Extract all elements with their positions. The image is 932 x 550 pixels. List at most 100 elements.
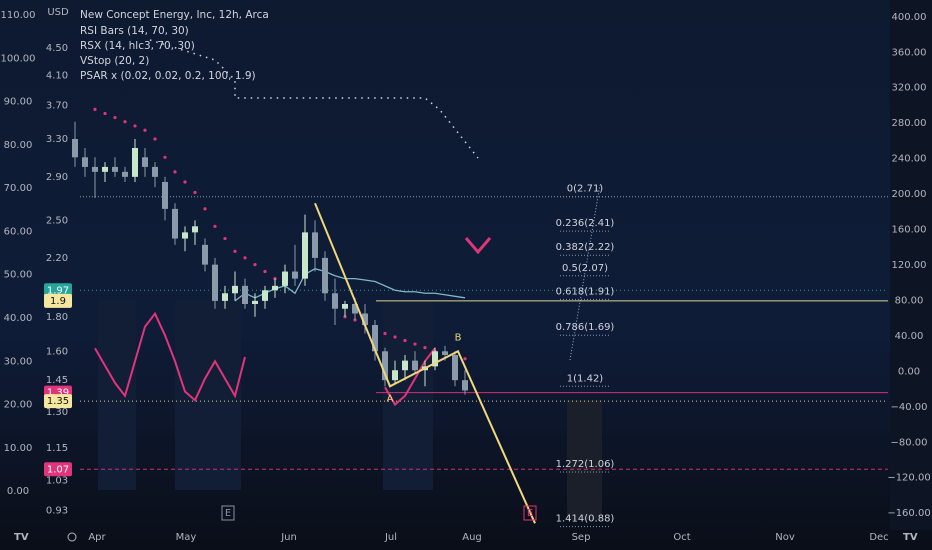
tick-label: −120.00 (887, 473, 930, 484)
rsi-zone (98, 300, 136, 490)
tick-label: 4.10 (46, 70, 68, 81)
price-badge-label: 1.9 (50, 296, 66, 307)
tick-label: 60.00 (4, 226, 33, 237)
psar-dot (183, 180, 187, 184)
x-tick-label: Dec (869, 532, 888, 543)
legend-item: RSI Bars (14, 70, 30) (80, 25, 189, 37)
tick-label: 20.00 (4, 400, 33, 411)
tick-label: 100.00 (1, 53, 36, 64)
x-tick-label: Aug (462, 532, 482, 543)
psar-dot (133, 124, 137, 128)
candle-body (302, 232, 308, 279)
tick-label: 2.20 (46, 253, 68, 264)
candle-body (332, 293, 338, 309)
tick-label: 160.00 (892, 225, 927, 236)
tick-label: 0.00 (898, 366, 920, 377)
candle-body (372, 325, 378, 352)
legend-item: PSAR x (0.02, 0.02, 0.2, 100, 1.9) (80, 70, 256, 82)
tick-label: 40.00 (895, 331, 924, 342)
tick-label: 10.00 (4, 443, 33, 454)
psar-dot (393, 335, 397, 339)
settings-icon[interactable] (67, 532, 77, 542)
tick-label: 80.00 (895, 295, 924, 306)
price-badge-label: 1.35 (47, 396, 69, 407)
tick-label: 4.50 (46, 43, 68, 54)
candle-body (122, 171, 128, 177)
fib-label: 1(1.42) (567, 373, 604, 384)
chevron (464, 237, 492, 255)
tick-label: 360.00 (892, 47, 927, 58)
tick-label: 3.30 (46, 134, 68, 145)
candle-body (192, 226, 198, 233)
candle-body (272, 285, 278, 291)
tick-label: 2.90 (46, 172, 68, 183)
earnings-label: E (527, 508, 533, 519)
candle-body (232, 285, 238, 294)
currency: USD (47, 7, 69, 18)
x-tick-label: Apr (88, 532, 106, 543)
tick-label: 1.30 (46, 407, 68, 418)
tick-label: 70.00 (4, 183, 33, 194)
tick-label: −40.00 (890, 402, 927, 413)
candle-body (262, 290, 268, 301)
tick-label: 30.00 (4, 356, 33, 367)
candle-body (392, 370, 398, 381)
tick-label: 110.00 (1, 10, 36, 21)
rsi-zone (175, 300, 241, 490)
tick-label: −80.00 (890, 437, 927, 448)
psar-dot (463, 357, 467, 361)
candle-body (382, 351, 388, 381)
candle-body (292, 271, 298, 279)
tick-label: 50.00 (4, 270, 33, 281)
x-tick-label: Oct (673, 532, 690, 543)
psar-dot (233, 249, 237, 253)
psar-dot (223, 236, 227, 241)
candle-body (252, 300, 258, 304)
right-axis-area (890, 0, 932, 530)
legend-item: VStop (20, 2) (80, 55, 149, 67)
tick-label: 240.00 (892, 154, 927, 165)
psar-dot (113, 115, 117, 120)
x-tick-label: May (176, 532, 197, 543)
psar-dot (423, 346, 427, 350)
price-badge (44, 394, 72, 409)
fib-label: 1.272(1.06) (556, 459, 615, 470)
candle-body (162, 181, 168, 209)
logo: TV (903, 532, 918, 543)
tick-label: −160.00 (887, 508, 930, 519)
candle-body (82, 157, 88, 167)
price-badge (44, 293, 72, 308)
fib-trend (569, 184, 601, 361)
series-line (94, 311, 436, 407)
tick-label: 80.00 (4, 140, 33, 151)
tick-label: 0.00 (7, 486, 29, 497)
candle-body (402, 360, 408, 371)
candle-body (342, 303, 348, 309)
price-badge (44, 462, 72, 477)
candle-body (202, 244, 208, 265)
tick-label: 2.50 (46, 215, 68, 226)
tick-label: 120.00 (892, 260, 927, 271)
tick-label: 1.45 (46, 375, 68, 386)
tick-label: 1.80 (46, 312, 68, 323)
tick-label: 3.70 (46, 100, 68, 111)
psar-dot (163, 155, 167, 159)
fib-label: 0.5(2.07) (562, 263, 608, 274)
candle-body (142, 157, 148, 167)
fib-label: 0.618(1.91) (556, 286, 615, 297)
psar-dot (143, 128, 147, 132)
x-tick-label: Nov (775, 532, 795, 543)
psar-dot (213, 224, 217, 228)
psar-dot (403, 338, 407, 343)
earnings-marker (221, 505, 235, 521)
candle-body (312, 232, 318, 258)
psar-dot (243, 256, 247, 260)
pattern-label: B (455, 332, 462, 343)
tick-label: 280.00 (892, 118, 927, 129)
psar-dot (383, 331, 387, 336)
pattern-line (314, 202, 536, 524)
tick-label: 90.00 (4, 97, 33, 108)
legend-title: New Concept Energy, Inc, 12h, Arca (80, 9, 269, 21)
psar-dot (193, 190, 197, 195)
tick-label: 0.93 (46, 505, 68, 516)
